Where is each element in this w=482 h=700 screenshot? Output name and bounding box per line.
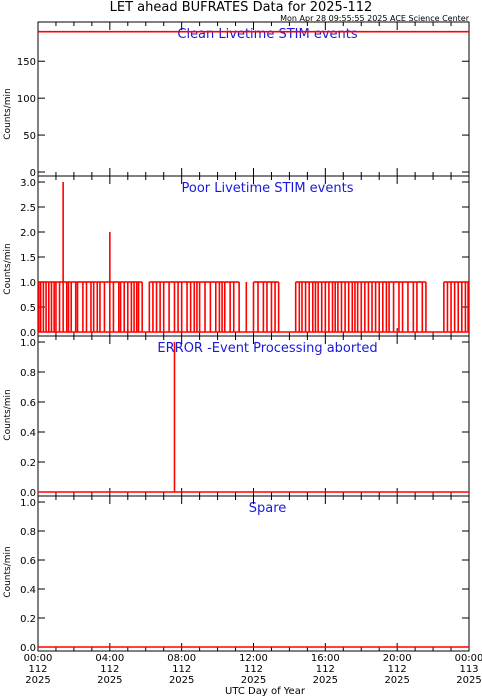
x-tick-label: 00:00 xyxy=(455,653,482,664)
panel-4-ytick-label: 0.6 xyxy=(20,556,36,567)
panel-2-ytick-label: 2.0 xyxy=(20,228,36,239)
panel-2-title: Poor Livetime STIM events xyxy=(182,181,354,196)
panel-1-ytick-label: 100 xyxy=(17,94,36,105)
panel-2-ytick-label: 1.5 xyxy=(20,253,36,264)
x-tick-label: 112 xyxy=(316,664,335,675)
panel-3-ytick-label: 0.8 xyxy=(20,368,36,379)
x-tick-label: 112 xyxy=(172,664,191,675)
x-axis-label: UTC Day of Year xyxy=(225,686,306,697)
panel-1-frame xyxy=(37,21,470,177)
x-tick-label: 2025 xyxy=(169,675,194,686)
panel-1-ytick-label: 150 xyxy=(17,57,36,68)
x-tick-label: 00:00 xyxy=(24,653,53,664)
x-tick-label: 112 xyxy=(28,664,47,675)
panel-3-ytick-label: 0.2 xyxy=(20,458,36,469)
panel-3-ytick-label: 0.4 xyxy=(20,428,36,439)
panel-4-ytick-label: 0.2 xyxy=(20,614,36,625)
x-axis-ticks: 00:00112202504:00112202508:00112202512:0… xyxy=(24,653,482,686)
x-tick-label: 12:00 xyxy=(239,653,268,664)
panels: Clean Livetime STIM events Counts/min 0 50 1… xyxy=(3,21,470,654)
panel-2-ytick-label: 0.5 xyxy=(20,303,36,314)
panel-3-ytick-label: 1.0 xyxy=(20,338,36,349)
x-tick-label: 112 xyxy=(388,664,407,675)
panel-4-frame xyxy=(37,495,470,652)
panel-3-title: ERROR -Event Processing aborted xyxy=(157,341,377,356)
panel-4-ytick-label: 1.0 xyxy=(20,498,36,509)
x-tick-label: 2025 xyxy=(456,675,481,686)
panel-1-ytick-label: 50 xyxy=(23,131,36,142)
panel-4-ylabel: Counts/min xyxy=(3,546,13,597)
panel-2-ylabel: Counts/min xyxy=(3,243,13,294)
panel-2-ytick-label: 1.0 xyxy=(20,278,36,289)
panel-4-ytick-label: 0.4 xyxy=(20,585,36,596)
panel-1: Clean Livetime STIM events Counts/min 0 50 1… xyxy=(3,21,470,179)
panel-2: Poor Livetime STIM events Counts/min 0.0 0.… xyxy=(3,175,470,339)
x-tick-label: 2025 xyxy=(241,675,266,686)
panel-3-frame xyxy=(37,335,470,497)
panel-3-ylabel: Counts/min xyxy=(3,389,13,440)
panel-3-ytick-label: 0.0 xyxy=(20,488,36,499)
x-tick-label: 04:00 xyxy=(95,653,124,664)
figure-title: LET ahead BUFRATES Data for 2025-112 xyxy=(110,0,373,15)
panel-3-ytick-label: 0.6 xyxy=(20,398,36,409)
x-tick-label: 113 xyxy=(459,664,478,675)
x-tick-label: 20:00 xyxy=(383,653,412,664)
x-tick-label: 2025 xyxy=(313,675,338,686)
x-tick-label: 112 xyxy=(100,664,119,675)
panel-2-ytick-label: 0.0 xyxy=(20,328,36,339)
panel-4-ytick-label: 0.0 xyxy=(20,643,36,654)
panel-2-ytick-label: 3.0 xyxy=(20,178,36,189)
panel-1-title: Clean Livetime STIM events xyxy=(177,27,357,42)
x-tick-label: 112 xyxy=(244,664,263,675)
x-tick-label: 08:00 xyxy=(167,653,196,664)
x-tick-label: 2025 xyxy=(384,675,409,686)
panel-2-ytick-label: 2.5 xyxy=(20,203,36,214)
panel-1-ytick-label: 0 xyxy=(30,168,36,179)
panel-4: Spare Counts/min 0.0 0.2 0.4 0.6 0.8 1.0 xyxy=(3,495,470,654)
panel-4-title: Spare xyxy=(249,501,287,516)
x-tick-label: 2025 xyxy=(97,675,122,686)
panel-4-ytick-label: 0.8 xyxy=(20,527,36,538)
panel-3: ERROR -Event Processing aborted Counts/mi… xyxy=(3,335,470,499)
panel-1-ylabel: Counts/min xyxy=(3,88,13,139)
x-tick-label: 16:00 xyxy=(311,653,340,664)
x-tick-label: 2025 xyxy=(25,675,50,686)
timestamp: Mon Apr 28 09:55:55 2025 ACE Science Cen… xyxy=(280,14,470,23)
